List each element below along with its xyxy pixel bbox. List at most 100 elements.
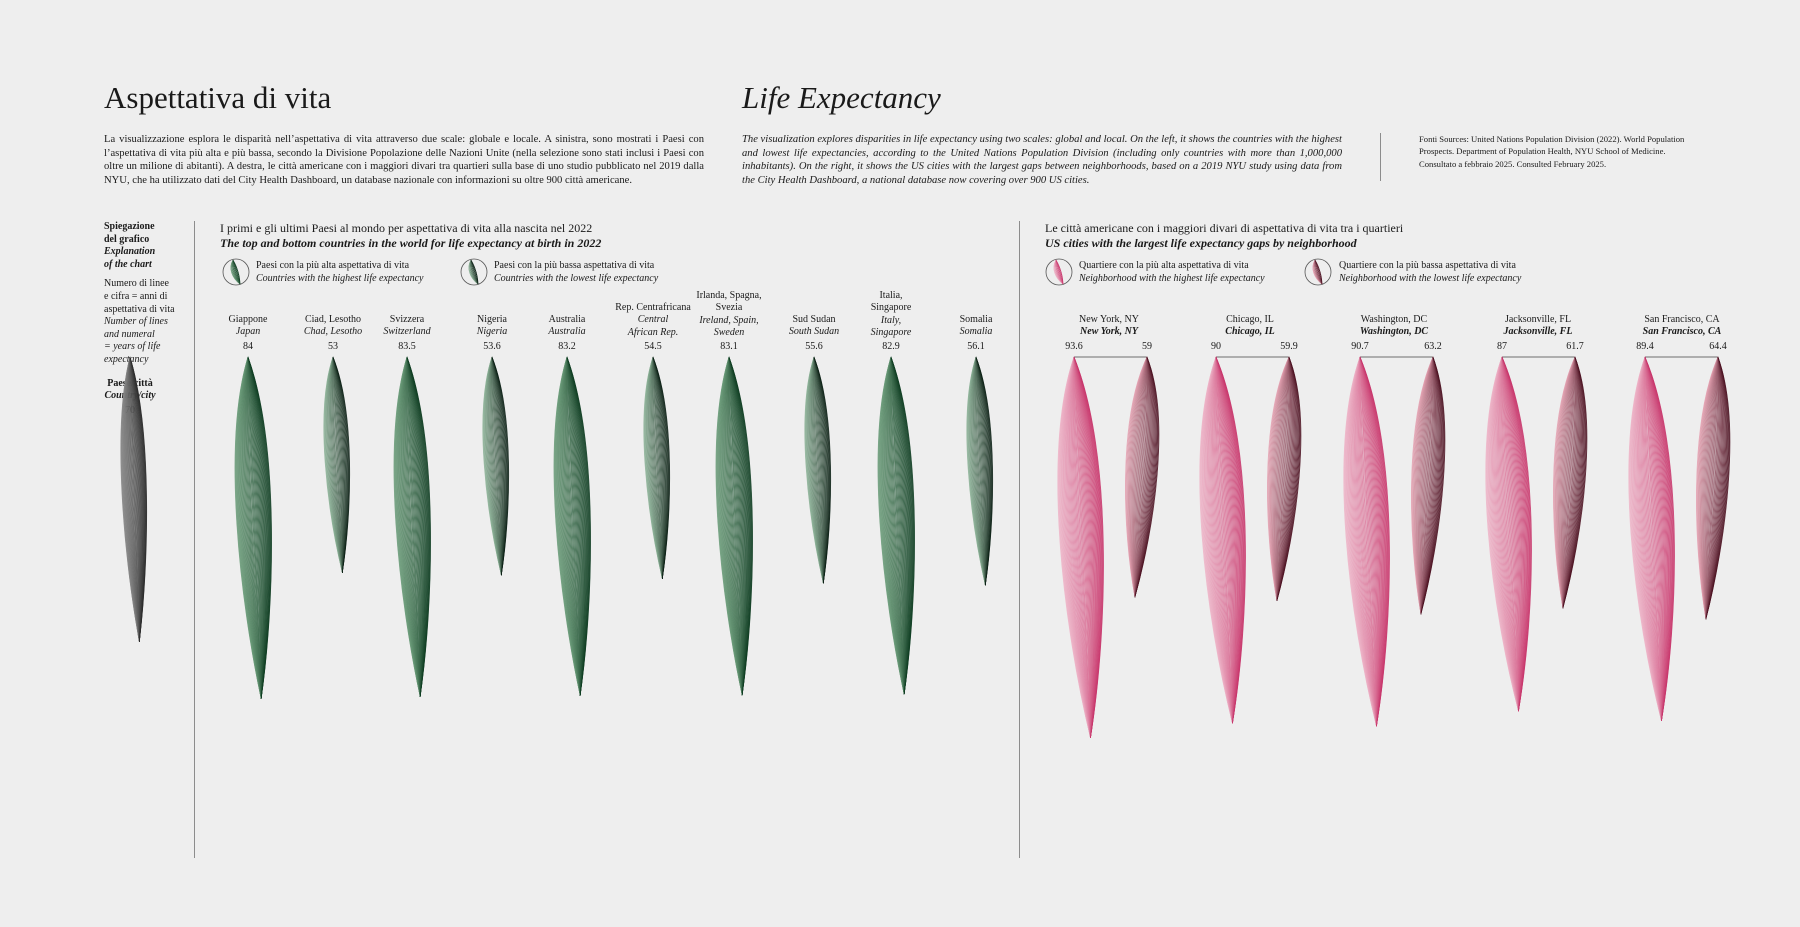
feather-city-high-line xyxy=(1073,356,1100,738)
expl-title-it-1: Spiegazione xyxy=(104,221,155,232)
value-new-york-high: 93.6 xyxy=(1065,341,1083,352)
value-san-francisco-low: 64.4 xyxy=(1709,341,1727,352)
feather-city-high-line xyxy=(1501,356,1531,712)
feather-city-high-line xyxy=(1073,356,1104,738)
legend-countries-low-it: Paesi con la più bassa aspettativa di vi… xyxy=(494,260,655,271)
legend-icon-countries-high-line xyxy=(232,259,241,285)
feather-city-high-line xyxy=(1501,356,1531,712)
feather-country-high xyxy=(877,356,915,695)
value-new-york-low: 59 xyxy=(1142,341,1152,352)
feather-city-high-line xyxy=(1501,356,1523,712)
feather-city-high-line xyxy=(1359,356,1385,727)
feather-city-high-line xyxy=(1073,356,1097,738)
feather-city-high-line xyxy=(1644,356,1672,721)
feather-country-low xyxy=(643,356,671,579)
label-en: Somalia xyxy=(959,326,993,338)
legend-cities-high: Quartiere con la più alta aspettativa di… xyxy=(1079,259,1265,285)
feather-city-high-line xyxy=(1215,356,1244,724)
feather-city-high-line xyxy=(1644,356,1675,721)
legend-icon-cities-high-line xyxy=(1055,259,1064,285)
feather-city-high-line xyxy=(1073,356,1098,738)
feather-city-high-line xyxy=(1215,356,1243,724)
feather-city-high-line xyxy=(1073,356,1104,738)
feather-country-low xyxy=(966,356,994,586)
feather-city-high-line xyxy=(1359,356,1386,727)
feather-city-high-line xyxy=(1215,356,1237,724)
value-south-sudan: 55.6 xyxy=(805,341,823,352)
expl-title-it-2: del grafico xyxy=(104,233,150,245)
feather-city-high xyxy=(1343,356,1390,727)
feather-city-high-line xyxy=(1501,356,1520,712)
expl-desc-it-3: aspettativa di vita xyxy=(104,303,175,315)
expl-desc-it-1: Numero di linee xyxy=(104,278,169,290)
legend-cities-high-en: Neighborhood with the highest life expec… xyxy=(1079,273,1265,284)
section-divider xyxy=(1019,221,1020,858)
label-it: Rep. Centrafricana xyxy=(615,302,691,313)
intro-italian: La visualizzazione esplora le disparità … xyxy=(104,134,704,186)
feather-country-high-line xyxy=(406,356,431,697)
label-it: New York, NY xyxy=(1078,314,1140,325)
feather-city-high-line xyxy=(1215,356,1245,724)
feather-city-high-line xyxy=(1501,356,1523,712)
label-en: San Francisco, CA xyxy=(1642,326,1722,338)
label-it-2: Svezia xyxy=(715,302,743,314)
country-label-nigeria: Nigeria Nigeria xyxy=(477,314,508,339)
feather-city-high-line xyxy=(1501,356,1527,712)
feather-city-high-line xyxy=(1644,356,1669,721)
legend-cities-low-it: Quartiere con la più bassa aspettativa d… xyxy=(1339,260,1516,271)
feather-city-high-line xyxy=(1359,356,1380,727)
feather-city-high-line xyxy=(1501,356,1522,712)
feather-city-high-line xyxy=(1073,356,1098,738)
feather-city-high-line xyxy=(1359,356,1383,727)
label-it-1: Irlanda, Spagna, xyxy=(696,290,762,301)
feather-city-high-line xyxy=(1644,356,1673,721)
feather-city-high-line xyxy=(1359,356,1387,727)
title-english: Life Expectancy xyxy=(742,80,941,115)
expl-desc-en-3: = years of life xyxy=(104,341,161,353)
title-italian: Aspettativa di vita xyxy=(104,80,332,115)
feather-city-high-line xyxy=(1359,356,1382,727)
feather-city-high-line xyxy=(1073,356,1103,738)
label-it: Somalia xyxy=(959,314,993,325)
feather-city-high-line xyxy=(1501,356,1521,712)
label-it: Jacksonville, FL xyxy=(1504,314,1572,325)
feather-country-high xyxy=(715,356,753,696)
feather-city-high-line xyxy=(1501,356,1524,712)
country-label-south-sudan: Sud Sudan South Sudan xyxy=(789,314,839,339)
feather-city-low-line xyxy=(1420,356,1446,615)
cities-title-en: US cities with the largest life expectan… xyxy=(1045,236,1357,250)
feather-city-high-line xyxy=(1215,356,1235,724)
feather-city-high-line xyxy=(1644,356,1669,721)
feather-city-high-line xyxy=(1644,356,1675,721)
feather-country-high xyxy=(393,356,431,697)
label-en: Jacksonville, FL xyxy=(1503,326,1573,338)
feather-country-low xyxy=(804,356,832,584)
value-jacksonville-high: 87 xyxy=(1497,341,1507,352)
feather-city-high xyxy=(1057,356,1104,739)
feather-city-high-line xyxy=(1073,356,1095,738)
feather-city-high-line xyxy=(1644,356,1664,721)
value-japan: 84 xyxy=(243,341,253,352)
feather-city-high-line xyxy=(1644,356,1666,721)
expl-title-en-1: Explanation xyxy=(104,246,156,258)
feather-city-high-line xyxy=(1215,356,1246,724)
feather-city-high-line xyxy=(1073,356,1100,738)
feather-city-high-line xyxy=(1644,356,1665,721)
label-en: Switzerland xyxy=(383,326,431,338)
feather-city-low-line xyxy=(1276,356,1302,601)
feather-city-low-line xyxy=(1562,356,1588,609)
feather-city-high-line xyxy=(1359,356,1384,727)
header-divider xyxy=(1380,133,1381,181)
feather-city-high-line xyxy=(1073,356,1101,738)
feather-city-high-line xyxy=(1215,356,1243,724)
feather-city-low xyxy=(1411,356,1446,615)
feather-city-high-line xyxy=(1644,356,1667,721)
feather-city-high-line xyxy=(1501,356,1530,712)
feather-city-high-line xyxy=(1073,356,1096,738)
city-label-jacksonville: Jacksonville, FL Jacksonville, FL xyxy=(1504,314,1573,339)
feather-city-high-line xyxy=(1644,356,1674,721)
countries-title-en: The top and bottom countries in the worl… xyxy=(220,236,602,250)
feather-country-high-line xyxy=(247,356,272,699)
feather-city-high-line xyxy=(1644,356,1670,721)
feather-city-high-line xyxy=(1501,356,1521,712)
